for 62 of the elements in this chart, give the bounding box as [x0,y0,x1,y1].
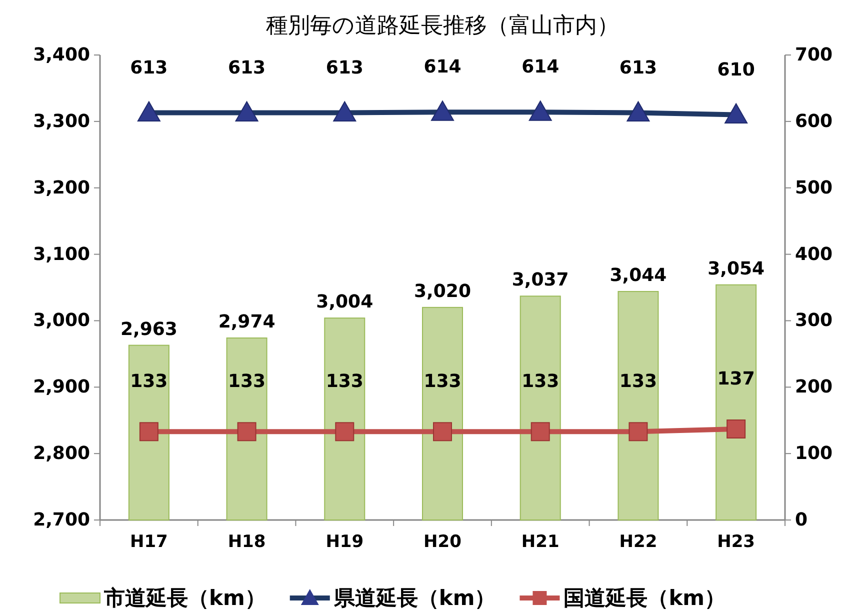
data-label: 133 [619,371,658,392]
point [431,100,454,121]
y2-tick-label: 500 [795,177,833,198]
data-label: 614 [424,56,462,78]
data-label: 133 [130,371,168,392]
data-label: 133 [522,371,560,392]
data-label: 133 [424,371,462,392]
point [137,101,160,122]
point [333,101,356,122]
x-tick-label: H18 [228,532,266,552]
point [530,422,550,442]
data-label: 613 [228,57,266,78]
data-label: 610 [717,59,755,80]
data-label: 133 [228,371,266,392]
point [628,422,648,442]
point [335,422,354,442]
y2-tick-label: 200 [795,376,833,398]
y2-tick-label: 400 [795,244,833,265]
data-label: 613 [326,57,364,78]
y-tick-label: 2,900 [33,376,90,398]
data-label: 137 [717,368,755,390]
x-tick-label: H23 [717,532,756,552]
point [726,419,746,438]
y2-tick-label: 300 [795,310,833,332]
data-label: 613 [619,57,658,78]
data-label: 613 [130,57,168,78]
y-tick-label: 2,700 [33,510,90,530]
x-tick-label: H22 [619,532,658,552]
y2-tick-label: 700 [795,44,833,66]
x-tick-label: H19 [326,532,364,552]
data-label: 614 [522,56,560,78]
data-label: 3,020 [414,280,471,302]
data-label: 3,044 [610,264,667,286]
point [237,422,256,442]
point [528,100,552,121]
y-tick-label: 3,100 [33,244,90,265]
x-tick-label: H17 [130,532,168,552]
y-tick-label: 3,400 [33,44,90,66]
point [235,101,258,122]
x-tick-label: H20 [424,532,462,552]
y-tick-label: 3,200 [33,177,90,198]
legend-label: 市道延長（km） [103,586,266,610]
data-label: 3,004 [316,292,374,313]
x-tick-label: H21 [521,532,560,552]
y2-tick-label: 600 [795,110,833,132]
point [724,103,748,124]
data-label: 2,963 [120,318,178,340]
data-label: 2,974 [218,311,276,332]
y2-tick-label: 0 [795,510,808,530]
point [626,101,650,122]
y-tick-label: 3,300 [33,110,90,132]
point [433,422,452,442]
data-label: 3,054 [708,258,765,280]
point [139,422,158,442]
data-label: 133 [326,371,364,392]
legend-label: 国道延長（km） [564,586,726,610]
y-tick-label: 3,000 [33,310,90,332]
y2-tick-label: 100 [795,443,833,464]
y-tick-label: 2,800 [33,443,90,464]
chart-title: 種別毎の道路延長推移（富山市内） [266,14,619,38]
data-label: 3,037 [512,270,569,291]
legend-label: 県道延長（km） [332,586,496,610]
